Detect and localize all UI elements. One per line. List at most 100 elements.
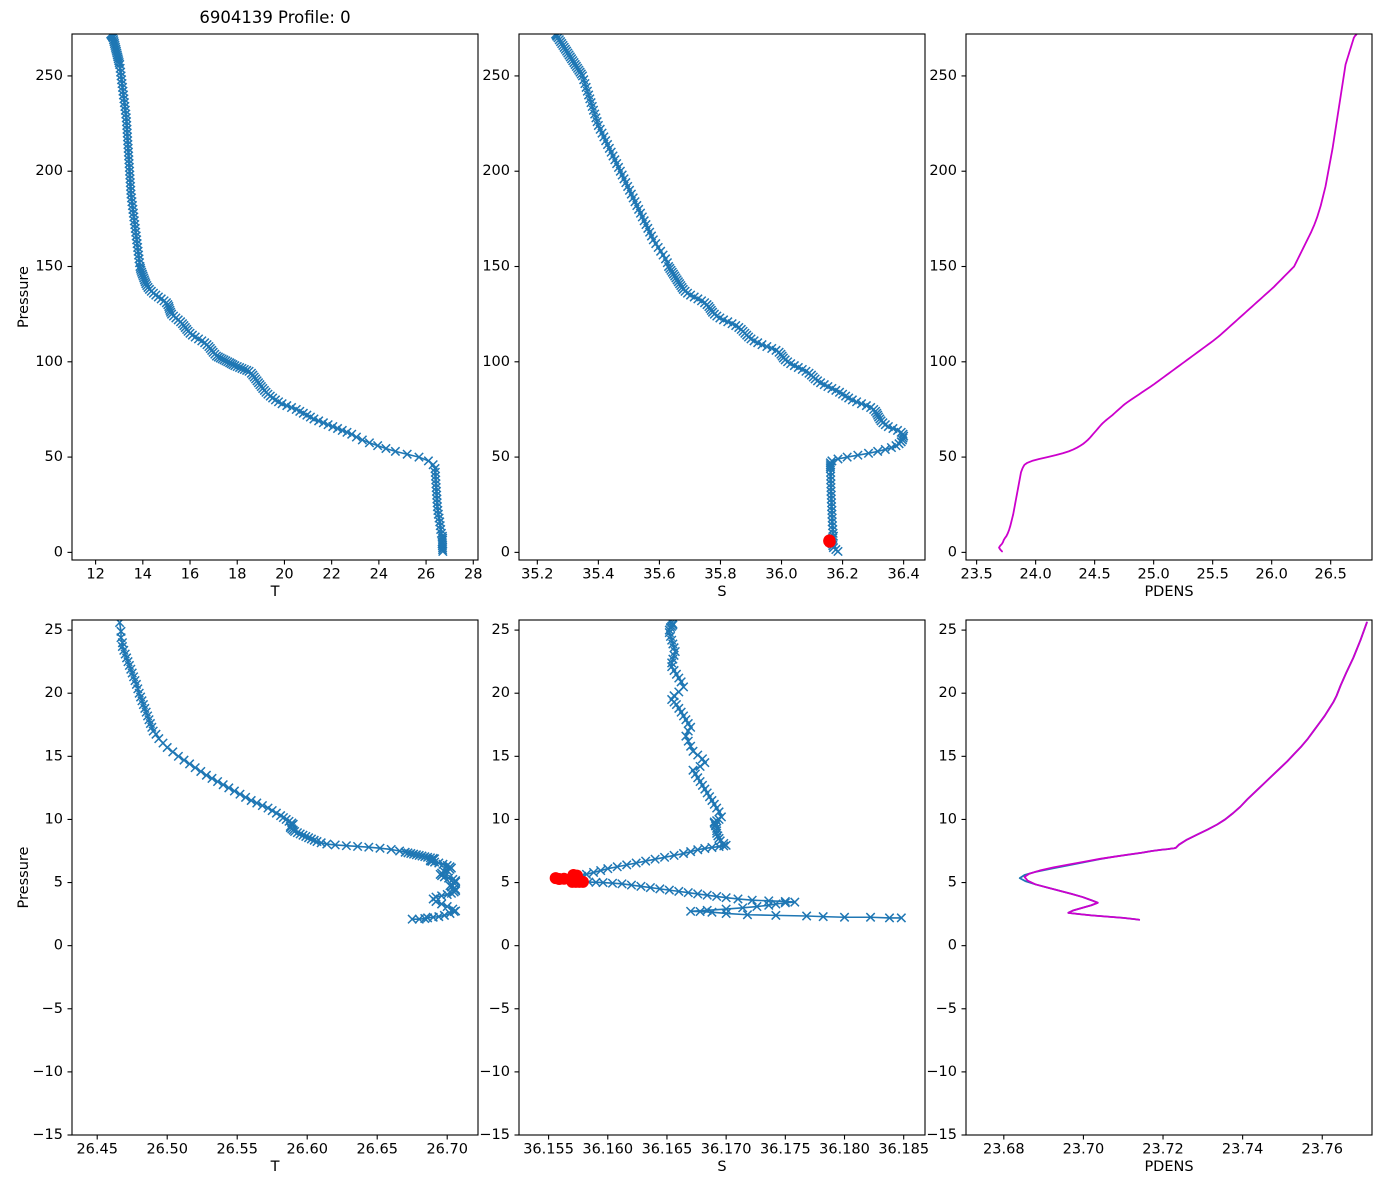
x-tick-label-bottom-right-3: 23.74 xyxy=(1222,1142,1264,1158)
y-tick-label-top-middle-1: 50 xyxy=(492,449,510,465)
x-tick-label-top-left-2: 16 xyxy=(181,567,199,583)
series-markers-top-left-0 xyxy=(105,34,448,557)
y-tick-label-bottom-middle-1: −10 xyxy=(479,1064,510,1080)
y-tick-label-top-right-1: 50 xyxy=(939,449,957,465)
y-tick-label-bottom-right-8: 25 xyxy=(939,622,957,638)
y-tick-label-bottom-middle-5: 10 xyxy=(492,811,510,827)
x-tick-label-bottom-left-1: 26.50 xyxy=(146,1142,188,1158)
series-line-bottom-right-1 xyxy=(1023,621,1368,921)
axes-frame-top-right xyxy=(965,33,1373,561)
y-tick-label-bottom-right-7: 20 xyxy=(939,685,957,701)
chart-panel-top-right: 23.5 24.0 24.5 25.0 25.5 26.0 26.5 0 50 100 150 200… xyxy=(904,0,1394,622)
x-tick-label-top-right-2: 24.5 xyxy=(1078,567,1110,583)
y-tick-label-bottom-middle-4: 5 xyxy=(501,875,510,891)
axes-frame-bottom-left xyxy=(71,619,479,1136)
flagged-points-bottom-middle xyxy=(549,868,589,888)
x-tick-label-top-right-4: 25.5 xyxy=(1197,567,1229,583)
plot-area-top-middle xyxy=(519,34,925,560)
data-layer-top-middle xyxy=(550,34,909,557)
y-tick-label-top-middle-5: 250 xyxy=(482,68,510,84)
x-tick-label-top-middle-3: 35.8 xyxy=(704,567,736,583)
y-tick-label-bottom-left-7: 20 xyxy=(45,685,63,701)
y-tick-label-top-middle-3: 150 xyxy=(482,259,510,275)
x-axis-label-bottom-right: PDENS xyxy=(1144,1159,1193,1175)
x-tick-label-bottom-left-0: 26.45 xyxy=(76,1142,118,1158)
x-tick-label-bottom-right-2: 23.72 xyxy=(1142,1142,1184,1158)
x-tick-label-top-middle-5: 36.2 xyxy=(826,567,858,583)
x-tick-label-bottom-left-2: 26.55 xyxy=(216,1142,258,1158)
chart-panel-top-left: 12 14 16 18 20 22 24 26 28 0 50 100 150 200 250 T Pressu… xyxy=(10,0,500,622)
x-tick-label-bottom-middle-2: 36.165 xyxy=(642,1142,693,1158)
axes-frame-top-middle xyxy=(518,33,926,561)
axes-frame-bottom-right xyxy=(965,619,1373,1136)
x-axis-label-top-middle: S xyxy=(717,584,726,600)
x-tick-label-bottom-right-0: 23.68 xyxy=(983,1142,1025,1158)
data-layer-bottom-middle xyxy=(549,620,907,923)
chart-title: 6904139 Profile: 0 xyxy=(199,8,350,27)
x-tick-label-bottom-left-4: 26.65 xyxy=(356,1142,398,1158)
y-tick-label-bottom-left-2: −5 xyxy=(42,1001,63,1017)
x-axis-label-bottom-left: T xyxy=(270,1159,280,1175)
y-tick-label-top-left-5: 250 xyxy=(35,68,63,84)
x-tick-label-top-left-3: 18 xyxy=(228,567,246,583)
y-tick-label-top-right-4: 200 xyxy=(929,163,957,179)
data-layer-bottom-left xyxy=(114,620,461,924)
series-markers-bottom-left-0 xyxy=(114,620,461,924)
x-tick-label-top-left-6: 24 xyxy=(370,567,388,583)
x-tick-label-top-middle-6: 36.4 xyxy=(887,567,919,583)
series-line-top-right-0 xyxy=(998,34,1358,553)
data-layer-top-right xyxy=(998,34,1358,553)
x-tick-label-top-middle-2: 35.6 xyxy=(643,567,675,583)
y-tick-label-top-left-4: 200 xyxy=(35,163,63,179)
y-tick-label-bottom-middle-2: −5 xyxy=(489,1001,510,1017)
y-tick-label-top-right-2: 100 xyxy=(929,354,957,370)
data-layer-bottom-right xyxy=(1018,621,1368,921)
x-tick-label-top-left-7: 26 xyxy=(417,567,435,583)
x-tick-label-top-right-3: 25.0 xyxy=(1138,567,1170,583)
plot-area-bottom-right xyxy=(966,620,1372,1135)
y-tick-label-top-right-3: 150 xyxy=(929,259,957,275)
x-tick-label-bottom-middle-4: 36.175 xyxy=(760,1142,811,1158)
y-tick-label-top-middle-4: 200 xyxy=(482,163,510,179)
y-tick-label-top-middle-2: 100 xyxy=(482,354,510,370)
chart-panel-top-middle: 35.2 35.4 35.6 35.8 36.0 36.2 36.4 0 50 100 150 200… xyxy=(457,0,947,622)
x-tick-label-top-left-8: 28 xyxy=(464,567,482,583)
y-tick-label-bottom-right-0: −15 xyxy=(926,1127,957,1143)
x-axis-label-bottom-middle: S xyxy=(717,1159,726,1175)
y-tick-label-top-left-0: 0 xyxy=(54,544,63,560)
x-tick-label-bottom-middle-1: 36.160 xyxy=(582,1142,633,1158)
x-tick-label-top-middle-0: 35.2 xyxy=(521,567,553,583)
axes-frame-bottom-middle xyxy=(518,619,926,1136)
y-tick-label-top-left-3: 150 xyxy=(35,259,63,275)
x-tick-label-top-middle-4: 36.0 xyxy=(765,567,797,583)
data-layer-top-left xyxy=(105,34,448,557)
y-tick-label-bottom-right-6: 15 xyxy=(939,748,957,764)
plot-area-bottom-left xyxy=(72,620,478,1135)
x-tick-label-top-right-6: 26.5 xyxy=(1315,567,1347,583)
y-tick-label-bottom-middle-0: −15 xyxy=(479,1127,510,1143)
y-tick-label-bottom-left-5: 10 xyxy=(45,811,63,827)
series-markers-top-middle-0 xyxy=(550,34,909,557)
y-tick-label-bottom-middle-3: 0 xyxy=(501,938,510,954)
y-tick-label-bottom-right-2: −5 xyxy=(936,1001,957,1017)
y-tick-label-bottom-right-1: −10 xyxy=(926,1064,957,1080)
y-tick-label-bottom-left-4: 5 xyxy=(54,875,63,891)
x-tick-label-bottom-middle-3: 36.170 xyxy=(701,1142,752,1158)
flagged-points-top-middle xyxy=(823,534,836,548)
x-axis-label-top-right: PDENS xyxy=(1144,584,1193,600)
x-tick-label-bottom-left-3: 26.60 xyxy=(286,1142,328,1158)
x-tick-label-top-right-0: 23.5 xyxy=(960,567,992,583)
y-tick-label-bottom-left-1: −10 xyxy=(32,1064,63,1080)
y-tick-label-bottom-left-3: 0 xyxy=(54,938,63,954)
y-tick-label-bottom-right-3: 0 xyxy=(948,938,957,954)
y-tick-label-top-right-5: 250 xyxy=(929,68,957,84)
y-tick-label-bottom-left-6: 15 xyxy=(45,748,63,764)
x-tick-label-top-left-5: 22 xyxy=(322,567,340,583)
plot-area-top-left xyxy=(72,34,478,560)
x-tick-label-top-middle-1: 35.4 xyxy=(582,567,614,583)
y-tick-label-top-left-1: 50 xyxy=(45,449,63,465)
chart-panel-bottom-right: 23.68 23.70 23.72 23.74 23.76 −15 −10 −5 0 5 10 15 2… xyxy=(904,586,1394,1197)
y-tick-label-top-left-2: 100 xyxy=(35,354,63,370)
x-tick-label-top-left-4: 20 xyxy=(275,567,293,583)
y-tick-label-bottom-middle-8: 25 xyxy=(492,622,510,638)
